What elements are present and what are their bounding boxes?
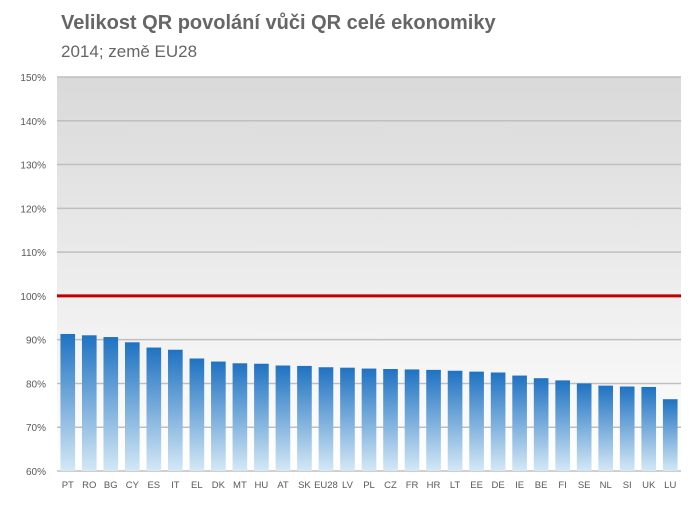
x-tick-label: LU [664, 480, 676, 491]
x-tick-label: FI [558, 480, 566, 491]
x-tick-label: PL [363, 480, 375, 491]
y-tick-label: 140% [20, 117, 46, 128]
y-tick-label: 70% [26, 423, 46, 434]
bar [641, 386, 657, 471]
bar [576, 383, 592, 471]
x-tick-label: CZ [384, 480, 397, 491]
x-tick-label: SE [578, 480, 591, 491]
bar [168, 349, 183, 471]
bar [275, 365, 291, 471]
x-tick-label: NL [600, 480, 612, 491]
x-tick-label: BE [535, 480, 548, 491]
bar [383, 368, 398, 471]
bar [340, 367, 355, 471]
x-tick-label: SI [623, 480, 632, 491]
x-tick-label: SK [298, 480, 311, 491]
x-tick-label: UK [642, 480, 656, 491]
x-tick-label: IT [171, 480, 180, 491]
bar [189, 358, 205, 471]
y-tick-label: 120% [20, 204, 46, 215]
x-tick-label: EE [470, 480, 483, 491]
x-tick-label: RO [82, 480, 96, 491]
x-tick-label: BG [104, 480, 118, 491]
bar [361, 368, 377, 471]
bar [60, 333, 76, 471]
bar [318, 367, 334, 471]
y-tick-label: 150% [20, 73, 46, 84]
bar [103, 337, 119, 471]
chart-title: Velikost QR povolání vůči QR celé ekonom… [61, 12, 496, 34]
bar [512, 375, 527, 471]
x-tick-label: HR [427, 480, 441, 491]
x-tick-label: ES [147, 480, 160, 491]
bar [146, 347, 162, 471]
x-tick-label: DE [492, 480, 505, 491]
bar [490, 372, 506, 471]
bar [555, 380, 570, 471]
y-tick-label: 100% [20, 292, 46, 303]
chart-subtitle: 2014; země EU28 [61, 42, 198, 61]
y-tick-label: 130% [20, 161, 46, 172]
x-tick-label: HU [255, 480, 269, 491]
bar [447, 370, 463, 471]
y-tick-label: 80% [26, 379, 46, 390]
x-tick-label: EL [191, 480, 203, 491]
x-tick-label: EU28 [314, 480, 338, 491]
x-tick-label: CY [126, 480, 140, 491]
bar [404, 369, 420, 471]
bar [662, 399, 678, 471]
y-tick-label: 110% [21, 248, 46, 259]
x-tick-label: PT [62, 480, 74, 491]
x-tick-label: MT [233, 480, 247, 491]
bar [426, 369, 441, 471]
bar [124, 342, 140, 471]
bar [254, 363, 269, 471]
bar [469, 371, 484, 471]
x-tick-label: DK [212, 480, 226, 491]
x-tick-label: AT [277, 480, 289, 491]
y-tick-label: 60% [26, 467, 46, 478]
x-tick-label: LV [342, 480, 354, 491]
bar [232, 363, 248, 471]
bar [211, 361, 226, 471]
bar [81, 335, 97, 471]
bar [619, 386, 635, 471]
bar [533, 378, 549, 471]
y-tick-label: 90% [26, 336, 46, 347]
bar [598, 385, 614, 471]
x-tick-label: IE [515, 480, 524, 491]
x-tick-label: LT [450, 480, 461, 491]
x-tick-label: FR [406, 480, 419, 491]
bar [297, 365, 312, 471]
